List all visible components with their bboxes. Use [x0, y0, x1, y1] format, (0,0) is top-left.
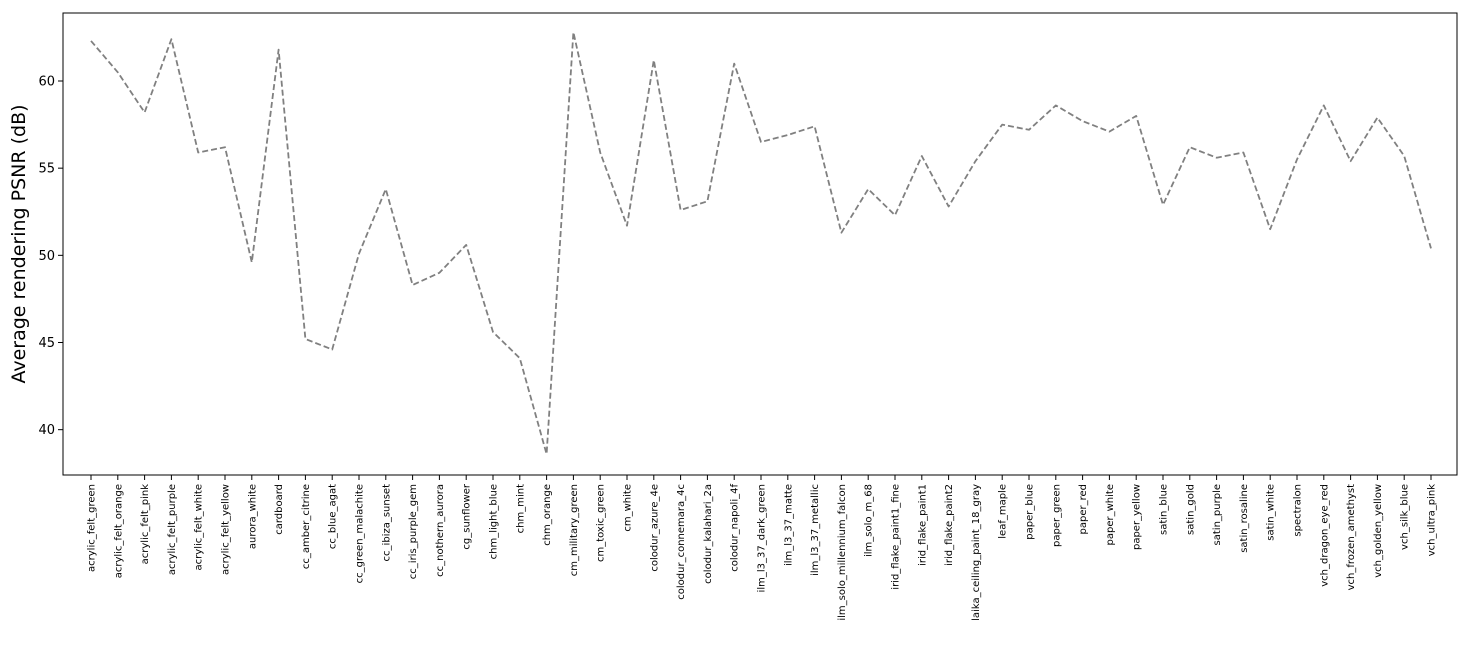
- x-tick-label: acrylic_felt_purple: [167, 484, 178, 575]
- y-tick-label: 60: [38, 74, 55, 89]
- x-tick-label: leaf_maple: [998, 484, 1009, 539]
- x-tick-label: cc_green_malachite: [355, 484, 366, 583]
- x-tick-label: cm_toxic_green: [596, 484, 607, 562]
- plot-area: [90, 31, 1432, 456]
- x-tick-label: cc_nothern_aurora: [435, 484, 446, 577]
- x-tick-label: acrylic_felt_yellow: [221, 484, 232, 575]
- x-tick-label: irid_flake_paint1_fine: [891, 484, 902, 590]
- x-tick-label: satin_purple: [1212, 484, 1223, 545]
- axes-frame: [62, 12, 1458, 476]
- x-tick-label: cm_military_green: [569, 484, 580, 576]
- series-line: [90, 31, 1432, 456]
- x-tick-label: cm_white: [623, 484, 634, 532]
- x-tick-label: vch_dragon_eye_red: [1319, 484, 1330, 587]
- x-tick-label: vch_golden_yellow: [1373, 484, 1384, 578]
- x-tick-label: ilm_solo_millennium_falcon: [837, 484, 848, 621]
- x-tick-label: paper_white: [1105, 484, 1116, 545]
- x-tick-label: satin_white: [1266, 484, 1277, 541]
- x-tick-label: acrylic_felt_white: [194, 484, 205, 570]
- x-tick-label: ilm_solo_m_68: [864, 484, 875, 557]
- x-tick-label: spectralon: [1293, 484, 1304, 537]
- x-tick-label: vch_ultra_pink: [1427, 484, 1438, 556]
- y-axis-label: Average rendering PSNR (dB): [8, 104, 30, 383]
- x-tick-label: satin_gold: [1185, 484, 1196, 535]
- x-tick-label: cc_iris_purple_gem: [408, 484, 419, 579]
- x-tick-label: colodur_kalahari_2a: [703, 484, 714, 584]
- x-tick-label: ilm_l3_37_metallic: [810, 484, 821, 576]
- y-tick-label: 40: [38, 423, 55, 438]
- x-tick-label: paper_red: [1078, 484, 1089, 534]
- x-tick-label: acrylic_felt_orange: [113, 484, 124, 578]
- x-tick-label: vch_frozen_amethyst: [1346, 484, 1357, 590]
- x-tick-label: satin_rosaline: [1239, 484, 1250, 553]
- x-tick-label: irid_flake_paint2: [944, 484, 955, 566]
- x-tick-label: acrylic_felt_pink: [140, 484, 151, 565]
- x-tick-label: irid_flake_paint1: [917, 484, 928, 566]
- x-tick-label: cc_ibiza_sunset: [381, 484, 392, 562]
- x-tick-label: ilm_l3_37_matte: [783, 484, 794, 566]
- x-tick-label: aurora_white: [247, 484, 258, 549]
- y-tick-label: 50: [38, 249, 55, 264]
- x-tick-label: vch_silk_blue: [1400, 484, 1411, 550]
- x-tick-label: paper_yellow: [1132, 484, 1143, 550]
- x-tick-label: paper_blue: [1025, 484, 1036, 540]
- x-tick-label: chm_orange: [542, 484, 553, 546]
- x-axis: acrylic_felt_green acrylic_felt_orange acr…: [87, 475, 1438, 621]
- y-tick-label: 45: [38, 336, 55, 351]
- x-tick-label: ilm_l3_37_dark_green: [757, 484, 768, 592]
- x-tick-label: chm_light_blue: [489, 484, 500, 559]
- x-tick-label: colodur_azure_4e: [649, 484, 660, 572]
- x-tick-label: cg_sunflower: [462, 483, 473, 549]
- y-tick-label: 55: [38, 162, 55, 177]
- y-axis: 40 45 50 55 60: [38, 74, 63, 438]
- x-tick-label: laika_ceiling_paint_18_gray: [971, 484, 982, 621]
- x-tick-label: cardboard: [274, 484, 285, 535]
- x-tick-label: cc_amber_citrine: [301, 484, 312, 569]
- x-tick-label: paper_green: [1051, 484, 1062, 547]
- x-tick-label: chm_mint: [515, 484, 526, 533]
- x-tick-label: acrylic_felt_green: [87, 484, 98, 572]
- x-tick-label: satin_blue: [1159, 484, 1170, 535]
- x-tick-label: cc_blue_agat: [328, 484, 339, 549]
- x-tick-label: colodur_connemara_4c: [676, 484, 687, 600]
- x-tick-label: colodur_napoli_4f: [730, 484, 741, 572]
